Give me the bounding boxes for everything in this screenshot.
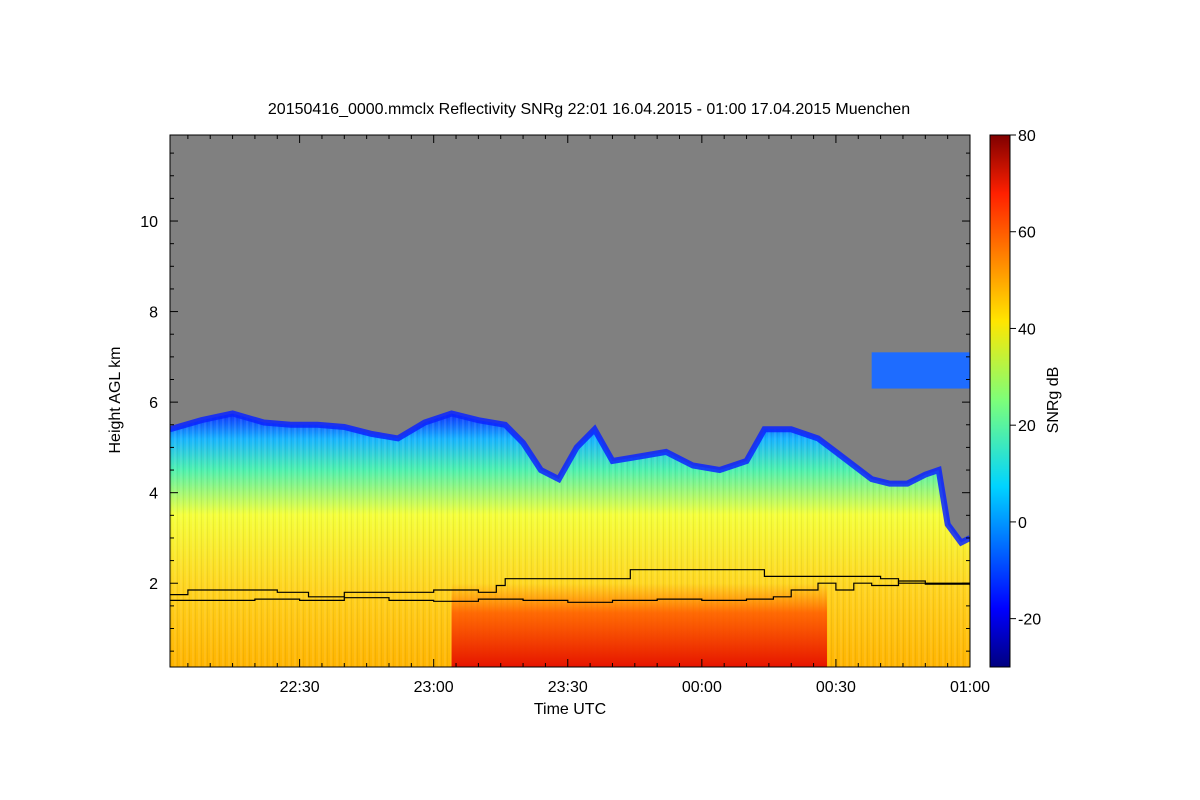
boundary-line-1: [170, 569, 970, 598]
cloud-edge-band: [170, 410, 970, 547]
y-tick-label: 6: [149, 395, 158, 412]
colorbar-tick-label: 40: [1018, 321, 1036, 338]
y-tick-label: 4: [149, 486, 158, 503]
x-axis: 22:30 23:00 23:30 00:00 00:30 01:00: [187, 135, 990, 696]
y-axis: 2 4 6 8 10: [140, 152, 970, 652]
x-tick-label: 23:00: [414, 679, 454, 696]
reflectivity-field: [170, 352, 970, 667]
y-axis-label: Height AGL km: [107, 346, 124, 453]
boundary-lines: [170, 569, 970, 603]
upper-cloud-layer: [871, 352, 970, 389]
x-tick-label: 01:00: [950, 679, 990, 696]
colorbar-tick-label: 80: [1018, 128, 1036, 145]
x-tick-label: 00:30: [816, 679, 856, 696]
y-tick-label: 8: [149, 305, 158, 322]
y-tick-label: 2: [149, 576, 158, 593]
colorbar-tick-label: 0: [1018, 515, 1027, 532]
colorbar-tick-label: -20: [1018, 612, 1041, 629]
precipitation-core: [451, 583, 827, 667]
x-tick-label: 23:30: [548, 679, 588, 696]
plot-area: [169, 134, 971, 668]
chart-title: 20150416_0000.mmclx Reflectivity SNRg 22…: [268, 101, 910, 118]
colorbar: -20 0 20 40 60 80 SNRg dB: [989, 128, 1062, 668]
colorbar-tick-label: 60: [1018, 225, 1036, 242]
colorbar-tick-label: 20: [1018, 418, 1036, 435]
y-tick-label: 10: [140, 214, 158, 231]
colorbar-gradient: [989, 134, 1011, 668]
plot-frame: [169, 134, 971, 668]
colorbar-ticks: -20 0 20 40 60 80: [1010, 128, 1041, 629]
x-axis-label: Time UTC: [534, 701, 606, 718]
x-tick-label: 00:00: [682, 679, 722, 696]
x-tick-label: 22:30: [280, 679, 320, 696]
boundary-line-2: [170, 580, 970, 603]
colorbar-label: SNRg dB: [1045, 367, 1062, 434]
